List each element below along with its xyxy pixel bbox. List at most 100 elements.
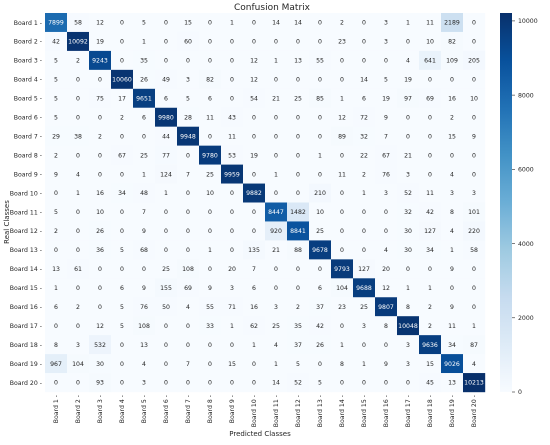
cell-value-label: 104 [336,285,348,292]
heatmap-cell [155,373,178,393]
heatmap-cell [265,50,288,71]
heatmap-cell [243,297,266,317]
heatmap-cell [177,240,200,260]
cell-value-label: 6 [252,285,256,292]
cell-value-label: 2 [98,133,102,140]
cell-value-label: 71 [228,304,236,311]
heatmap-cell [243,107,266,127]
heatmap-cell [375,335,398,355]
heatmap-cell [397,316,420,336]
cell-value-label: 0 [164,247,168,254]
heatmap-cell [155,13,178,33]
cell-value-label: 1 [340,342,344,349]
cell-value-label: 0 [120,39,124,46]
heatmap-cell [309,88,332,108]
cell-value-label: 0 [208,266,212,273]
cell-value-label: 4 [274,342,278,349]
heatmap-cell [133,354,156,374]
heatmap-cell [89,183,112,203]
heatmap-cell [353,50,376,71]
heatmap-cell [89,354,112,374]
cell-value-label: 67 [382,152,390,159]
cell-value-label: 0 [406,380,410,387]
heatmap-cell [287,88,310,108]
cell-value-label: 0 [164,39,168,46]
row-label: Board 7 - [14,133,42,140]
heatmap-cell [309,50,332,71]
heatmap-cell [199,202,222,222]
heatmap-cell [89,13,112,33]
cell-value-label: 0 [76,95,80,102]
heatmap-cell [199,145,222,165]
cell-value-label: 23 [338,39,346,46]
cell-value-label: 0 [252,39,256,46]
cell-value-label: 0 [296,77,300,84]
cell-value-label: 1 [274,171,278,178]
heatmap-cell [463,145,486,165]
heatmap-cell [463,316,486,336]
heatmap-cell [287,145,310,165]
cell-value-label: 4 [142,361,146,368]
heatmap-cell [331,202,354,222]
column-label: Board 15 - [361,395,368,427]
cell-value-label: 0 [340,190,344,197]
colorbar-gradient [500,13,512,392]
heatmap-cell [265,297,288,317]
heatmap-cell [199,297,222,317]
cell-value-label: 1 [340,95,344,102]
cell-value-label: 0 [362,228,366,235]
cell-value-label: 1 [274,58,278,65]
cell-value-label: 0 [384,228,388,235]
heatmap-cell [89,373,112,393]
cell-value-label: 43 [228,114,236,121]
cell-value-label: 0 [472,152,476,159]
heatmap-cell [45,126,68,146]
cell-value-label: 0 [340,77,344,84]
heatmap-cell [353,107,376,127]
cell-value-label: 0 [274,266,278,273]
cell-value-label: 0 [340,247,344,254]
cell-value-label: 44 [162,133,170,140]
cell-value-label: 8 [450,209,454,216]
cell-value-label: 0 [362,380,366,387]
cell-value-label: 26 [316,342,324,349]
cell-value-label: 1 [472,323,476,330]
heatmap-cell [133,145,156,165]
heatmap-cell [221,240,244,260]
cell-value-label: 0 [230,247,234,254]
heatmap-cell [45,145,68,165]
column-label: Board 17 - [405,395,412,427]
heatmap-cell [419,13,442,33]
cell-value-label: 0 [76,209,80,216]
cell-value-label: 1 [450,247,454,254]
heatmap-cell [419,88,442,108]
cell-value-label: 155 [160,285,172,292]
cell-value-label: 10 [316,209,324,216]
heatmap-cell [287,13,310,33]
cell-value-label: 1 [406,20,410,27]
heatmap-cell [463,126,486,146]
cell-value-label: 11 [448,323,456,330]
cell-value-label: 0 [406,133,410,140]
heatmap-cell [309,240,332,260]
heatmap-cell [375,31,398,52]
cell-value-label: 0 [76,114,80,121]
heatmap-cell [353,145,376,165]
heatmap-cell [45,69,68,89]
heatmap-cell [265,145,288,165]
cell-value-label: 0 [362,20,366,27]
cell-value-label: 11 [228,133,236,140]
heatmap-cell [133,107,156,127]
cell-value-label: 26 [96,228,104,235]
cell-value-label: 0 [120,361,124,368]
cell-value-label: 13 [140,342,148,349]
heatmap-cell [221,107,244,127]
row-label: Board 9 - [14,171,42,178]
cell-value-label: 12 [250,77,258,84]
cell-value-label: 0 [186,342,190,349]
heatmap-cell [353,259,376,279]
heatmap-cell [463,13,486,33]
cell-value-label: 124 [160,171,172,178]
heatmap-cell [375,145,398,165]
cell-value-label: 0 [120,20,124,27]
